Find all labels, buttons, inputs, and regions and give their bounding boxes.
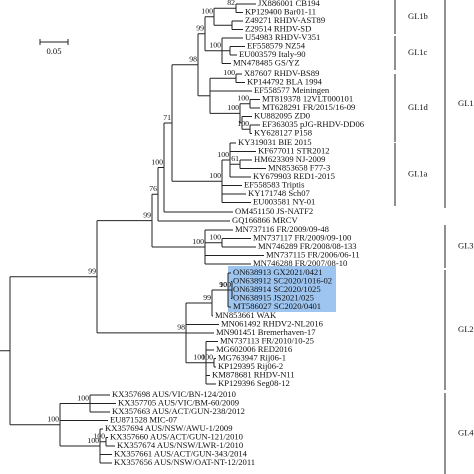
bootstrap-value: 100 (209, 233, 221, 242)
clade-label: GI.2 (458, 324, 474, 334)
leaf-label: KF677011 STR2012 (258, 145, 330, 155)
leaf-label: KP129400 Bar01-11 (245, 6, 316, 16)
bootstrap-value: 100 (193, 353, 205, 362)
leaf-label: KY171748 Sch07 (248, 188, 311, 198)
leaf-label: MN746288 FR/2007/08-10 (253, 258, 347, 268)
leaf-label: MN901451 Bremerhaven-17 (216, 327, 316, 337)
leaf-label: KP129395 Rij06-2 (218, 361, 283, 371)
leaf-label: EF558583 Triptis (244, 179, 305, 189)
leaf-label: EU871528 MIC-07 (110, 414, 178, 424)
leaf-label: MN737115 FR/2006/06-11 (266, 249, 360, 259)
leaf-label: KU882095 ZD0 (254, 110, 310, 120)
leaf-label: KY628127 P158 (254, 127, 312, 137)
leaf-label: MT586027 SC2020/0401 (233, 301, 321, 311)
leaf-label: MN478485 GS/YZ (233, 57, 300, 67)
scale-bar-label: 0.05 (46, 46, 61, 56)
bootstrap-value: 99 (203, 293, 211, 302)
bootstrap-value: 90 (219, 280, 227, 289)
leaf-label: EU003581 NY-01 (253, 196, 315, 206)
bootstrap-value: 100 (151, 157, 163, 166)
bootstrap-value: 76 (149, 184, 157, 193)
leaf-label: MN737116 FR/2009/09-48 (235, 224, 329, 234)
bootstrap-value: 99 (143, 210, 151, 219)
bootstrap-value: 100 (47, 415, 59, 424)
leaf-label: EF363035 pJG-RHDV-DD06 (262, 119, 365, 129)
clade-label: GI.4 (458, 427, 474, 437)
bootstrap-value: 82 (227, 0, 235, 7)
leaf-label: Z29514 RHDV-SD (245, 23, 311, 33)
leaf-label: X87607 RHDV-BS89 (244, 68, 319, 78)
clade-label: GI.1 (458, 98, 474, 108)
leaf-label: MN737117 FR/2009/09-100 (253, 232, 351, 242)
leaf-label: KX357663 AUS/ACT/GUN-238/2012 (112, 406, 245, 416)
leaf-label: KY319031 BIE 2015 (238, 137, 312, 147)
leaf-label: ON638915 JS2021/025 (233, 292, 314, 302)
highlight-box (228, 266, 336, 312)
leaf-label: KM878681 RHDV-N11 (212, 369, 295, 379)
bootstrap-value: 100 (223, 68, 235, 77)
leaf-label: MN853658 F77-3 (268, 162, 330, 172)
bootstrap-value: 100 (93, 432, 105, 441)
leaf-label: EU003579 Italy-90 (239, 49, 306, 59)
bootstrap-value: 100 (237, 94, 249, 103)
bootstrap-value: 100 (217, 150, 229, 159)
clade-label: GI.1a (408, 168, 428, 178)
leaf-label: ON638913 GX2021/0421 (233, 267, 323, 277)
bootstrap-value: 99 (88, 267, 96, 276)
leaf-label: MN737113 FR/2010/10-25 (220, 335, 314, 345)
bootstrap-value: 100 (227, 103, 239, 112)
leaf-label: KX357656 AUS/NSW/OAT-NT-12/2011 (114, 457, 255, 467)
leaf-label: EF558579 NZ54 (247, 40, 306, 50)
leaf-label: KY679903 RED1-2015 (253, 171, 335, 181)
bootstrap-value: 100 (237, 119, 249, 128)
leaf-label: JX886001 CB194 (258, 0, 321, 8)
leaf-label: MN853661 WAK (215, 310, 277, 320)
leaf-label: KX357661 AUS/ACT/GUN-343/2014 (114, 448, 248, 458)
leaf-label: GQ166866 MRCV (232, 215, 298, 225)
bootstrap-value: 100 (201, 353, 213, 362)
leaf-label: KX357674 AUS/NSW/LWR-1/2010 (117, 440, 243, 450)
bootstrap-value: 100 (209, 41, 221, 50)
bootstrap-value: 100 (209, 171, 221, 180)
leaf-label: Z49271 RHDV-AST89 (245, 15, 325, 25)
leaf-label: EF558577 Meiningen (254, 85, 330, 95)
leaf-label: MT819378 12VLT000101 (262, 93, 353, 103)
bootstrap-value: 100 (77, 393, 89, 402)
leaf-label: KP129396 Seg08-12 (218, 378, 290, 388)
clade-label: GI.1d (408, 102, 429, 112)
leaf-label: MN746289 FR/2008/08-133 (258, 241, 357, 251)
bootstrap-value: 100 (87, 436, 99, 445)
leaf-label: HM623309 NJ-2009 (254, 154, 325, 164)
leaf-label: KX357694 AUS/NSW/AWU-1/2009 (105, 423, 233, 433)
bootstrap-value: 100 (201, 7, 213, 16)
clade-label: GI.1c (408, 47, 428, 57)
leaf-label: MT628291 FR/2015/16-09 (262, 102, 355, 112)
leaf-label: KX357705 AUS/VIC/BM-60/2009 (118, 397, 239, 407)
bootstrap-value: 71 (163, 113, 171, 122)
leaf-label: KP144792 BLA 1994 (247, 76, 323, 86)
leaf-label: KX357698 AUS/VIC/BN-124/2010 (112, 389, 236, 399)
bootstrap-value: 98 (189, 55, 197, 64)
bootstrap-value: 61 (231, 154, 239, 163)
bootstrap-value: 100 (219, 280, 231, 289)
leaf-label: ON638914 SC2020/1025 (233, 284, 321, 294)
leaf-label: MN061492 RHDV2-NL2016 (221, 318, 324, 328)
leaf-label: OM451150 JS-NATF2 (235, 206, 313, 216)
leaf-label: ON638912 SC2020/1016-02 (233, 275, 332, 285)
bootstrap-value: 100 (192, 237, 204, 246)
clade-label: GI.3 (458, 240, 474, 250)
leaf-label: MG602006 RED2016 (216, 344, 293, 354)
leaf-label: MG763947 Rij06-1 (218, 352, 286, 362)
leaf-label: KX357660 AUS/ACT/GUN-121/2010 (110, 431, 243, 441)
bootstrap-value: 99 (196, 24, 204, 33)
bootstrap-value: 98 (177, 323, 185, 332)
leaf-label: U54983 RHDV-V351 (245, 32, 320, 42)
clade-label: GI.1b (408, 11, 428, 21)
